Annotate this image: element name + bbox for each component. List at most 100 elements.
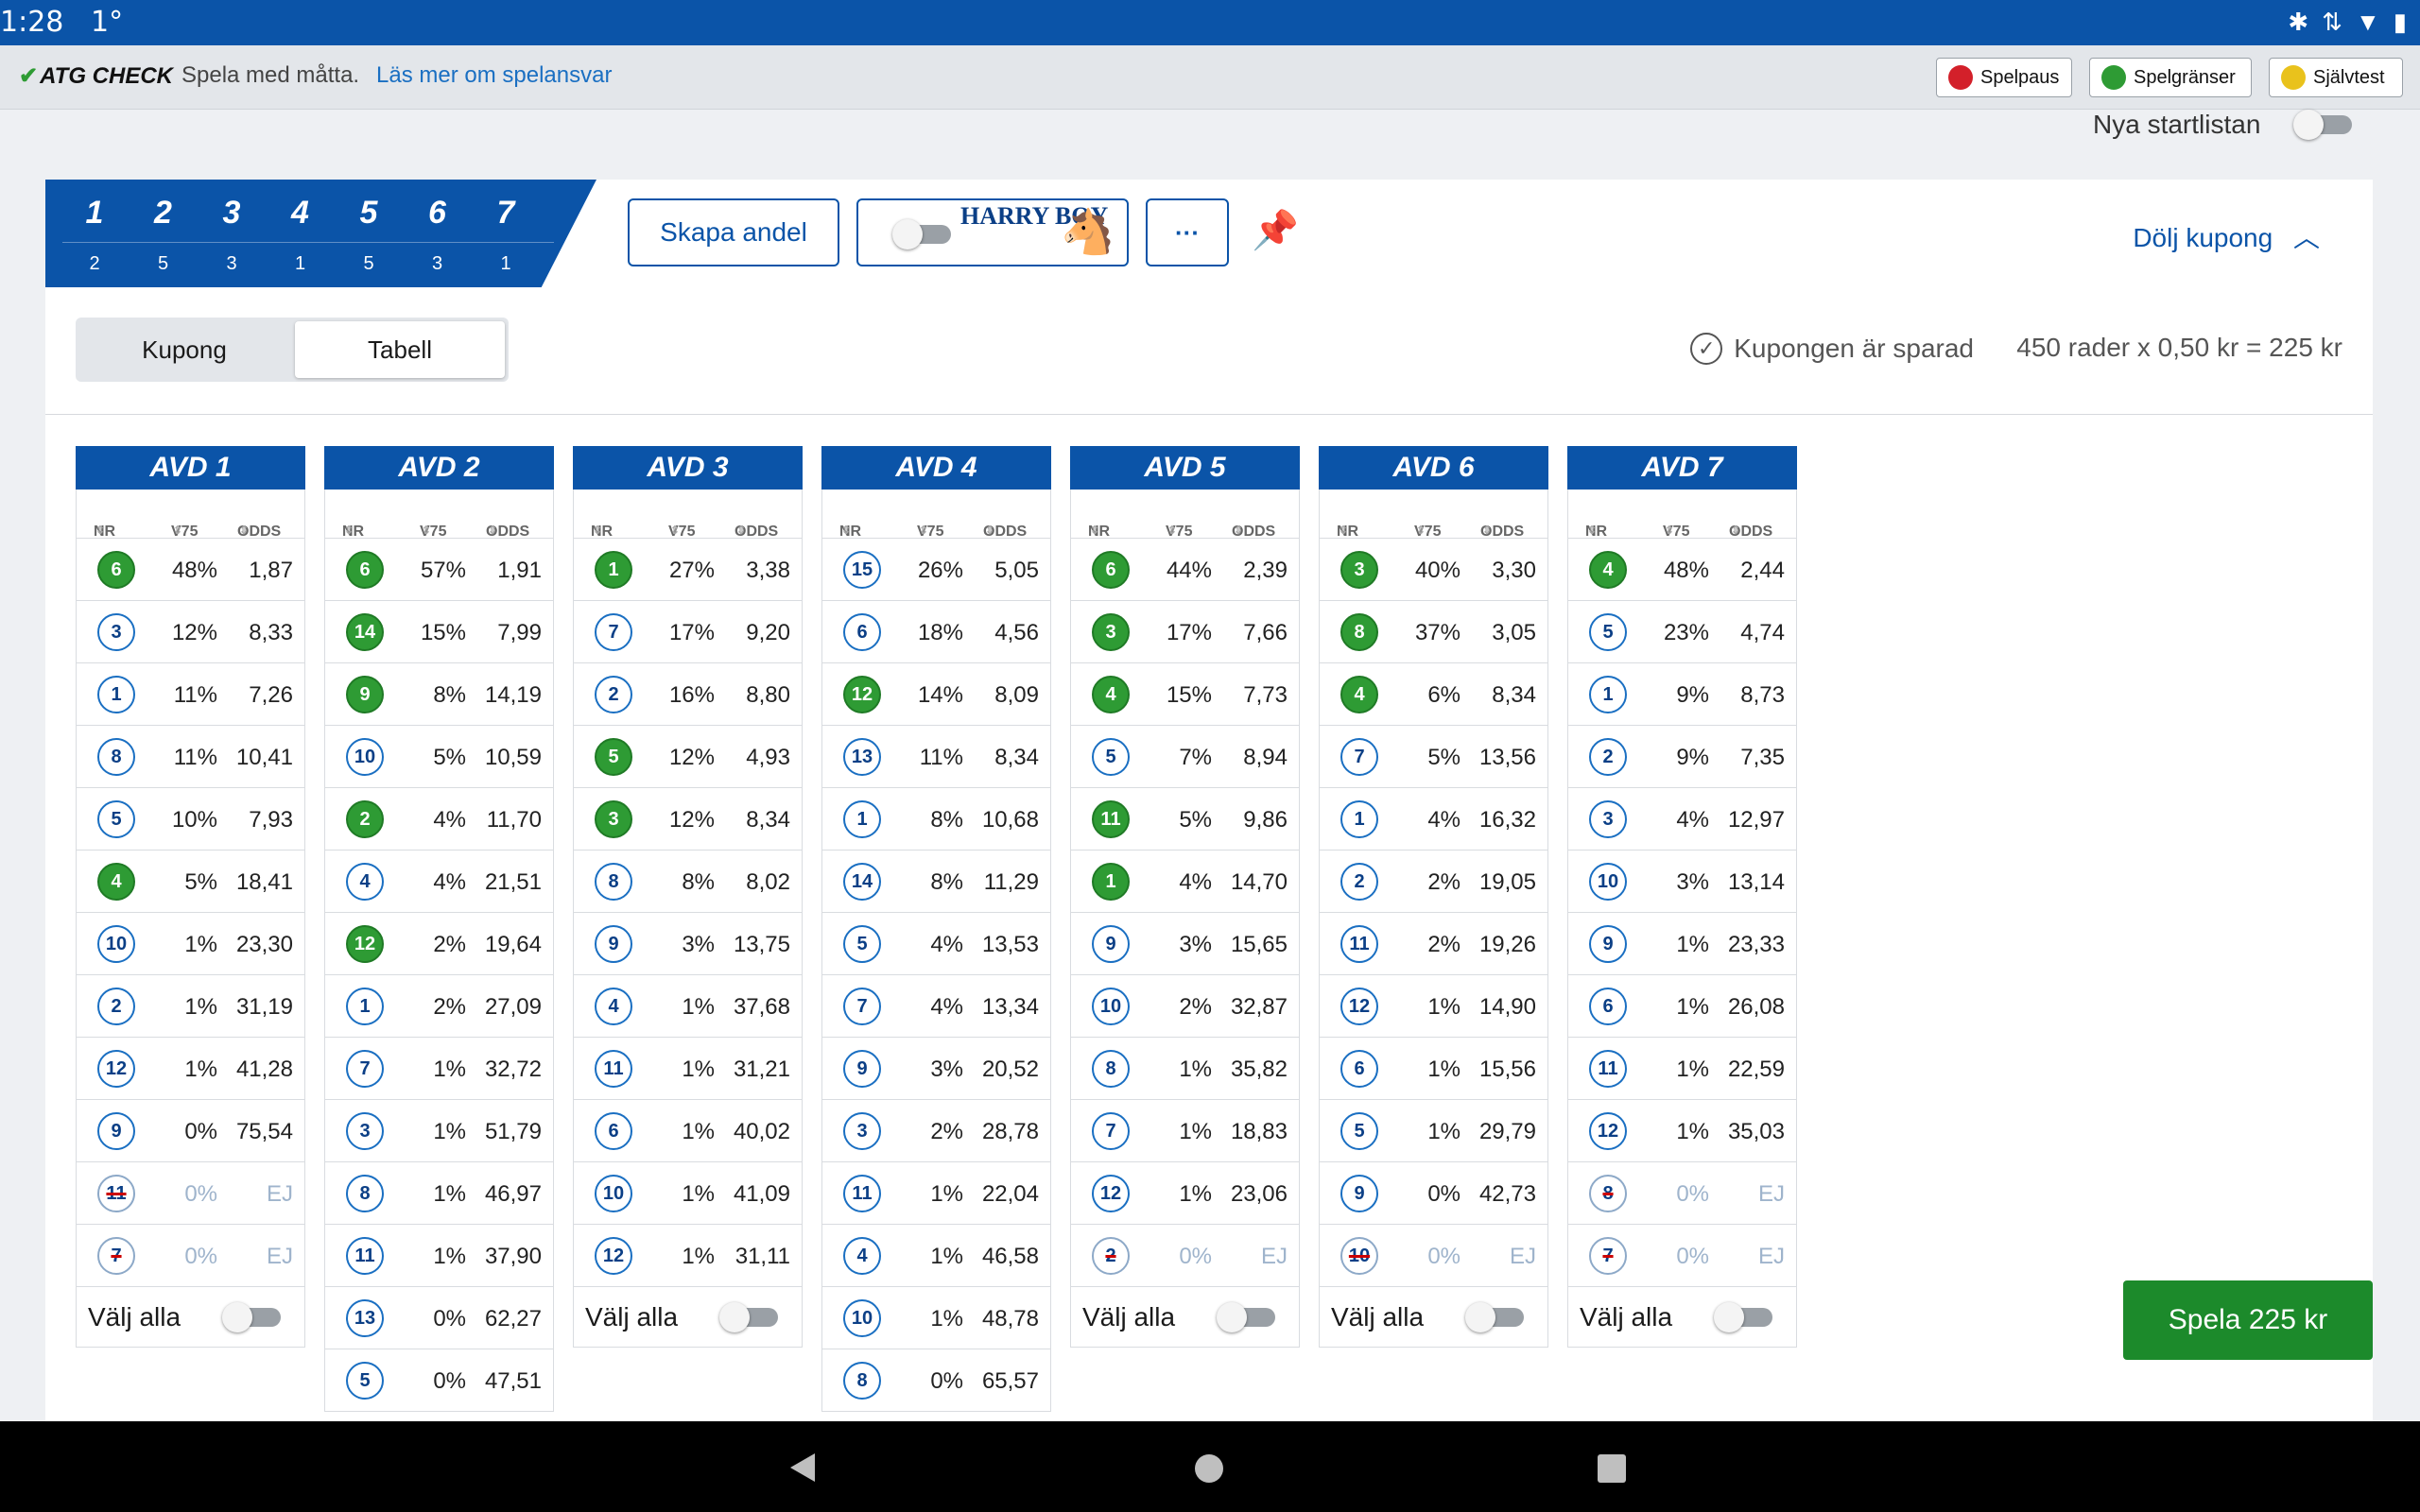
horse-row[interactable]: 12 2% 19,64 (324, 913, 554, 975)
horse-row[interactable]: 8 1% 35,82 (1070, 1038, 1300, 1100)
horse-number-badge[interactable]: 10 (1340, 1237, 1378, 1275)
horse-row[interactable]: 1 11% 7,26 (76, 663, 305, 726)
horse-number-badge[interactable]: 6 (97, 551, 135, 589)
horse-number-badge[interactable]: 8 (1340, 613, 1378, 651)
horse-number-badge[interactable]: 3 (1092, 613, 1130, 651)
race-tab-3[interactable]: 3 (222, 195, 241, 231)
horse-number-badge[interactable]: 8 (346, 1175, 384, 1212)
horse-number-badge[interactable]: 7 (595, 613, 632, 651)
horse-row[interactable]: 1 27% 3,38 (573, 539, 803, 601)
horse-row[interactable]: 12 1% 41,28 (76, 1038, 305, 1100)
horse-row[interactable]: 6 18% 4,56 (821, 601, 1051, 663)
select-all-toggle[interactable] (1714, 1302, 1774, 1332)
skapa-andel-button[interactable]: Skapa andel (628, 198, 839, 266)
horse-row[interactable]: 5 12% 4,93 (573, 726, 803, 788)
horse-number-badge[interactable]: 2 (97, 988, 135, 1025)
horse-number-badge[interactable]: 7 (843, 988, 881, 1025)
horse-number-badge[interactable]: 2 (1340, 863, 1378, 901)
horse-number-badge[interactable]: 1 (1092, 863, 1130, 901)
horse-number-badge[interactable]: 2 (1092, 1237, 1130, 1275)
play-button[interactable]: Spela 225 kr (2123, 1280, 2373, 1360)
horse-number-badge[interactable]: 6 (1092, 551, 1130, 589)
recent-apps-icon[interactable] (1598, 1454, 1626, 1483)
horse-row[interactable]: 8 0% EJ (1567, 1162, 1797, 1225)
horse-row[interactable]: 8 11% 10,41 (76, 726, 305, 788)
pin-icon[interactable]: 📌 (1252, 210, 1299, 251)
horse-row[interactable]: 1 9% 8,73 (1567, 663, 1797, 726)
horse-number-badge[interactable]: 10 (843, 1299, 881, 1337)
horse-row[interactable]: 1 4% 14,70 (1070, 850, 1300, 913)
horse-number-badge[interactable]: 5 (346, 1362, 384, 1400)
horse-row[interactable]: 10 3% 13,14 (1567, 850, 1797, 913)
horse-number-badge[interactable]: 11 (595, 1050, 632, 1088)
horse-number-badge[interactable]: 8 (843, 1362, 881, 1400)
horse-number-badge[interactable]: 12 (1092, 1175, 1130, 1212)
horse-number-badge[interactable]: 1 (1340, 800, 1378, 838)
horse-row[interactable]: 7 5% 13,56 (1319, 726, 1548, 788)
horse-row[interactable]: 4 1% 37,68 (573, 975, 803, 1038)
horse-number-badge[interactable]: 12 (1589, 1112, 1627, 1150)
horse-number-badge[interactable]: 1 (1589, 676, 1627, 713)
horse-number-badge[interactable]: 4 (1092, 676, 1130, 713)
select-all-toggle[interactable] (222, 1302, 283, 1332)
horse-number-badge[interactable]: 10 (1589, 863, 1627, 901)
horse-row[interactable]: 6 1% 26,08 (1567, 975, 1797, 1038)
horse-number-badge[interactable]: 6 (595, 1112, 632, 1150)
horse-number-badge[interactable]: 11 (346, 1237, 384, 1275)
horse-number-badge[interactable]: 6 (1340, 1050, 1378, 1088)
horse-row[interactable]: 3 1% 51,79 (324, 1100, 554, 1162)
horse-row[interactable]: 4 15% 7,73 (1070, 663, 1300, 726)
horse-number-badge[interactable]: 7 (1092, 1112, 1130, 1150)
horse-number-badge[interactable]: 2 (595, 676, 632, 713)
horse-row[interactable]: 1 8% 10,68 (821, 788, 1051, 850)
horse-row[interactable]: 9 1% 23,33 (1567, 913, 1797, 975)
horse-row[interactable]: 5 0% 47,51 (324, 1349, 554, 1412)
horse-number-badge[interactable]: 1 (843, 800, 881, 838)
horse-number-badge[interactable]: 5 (1340, 1112, 1378, 1150)
horse-number-badge[interactable]: 8 (595, 863, 632, 901)
horse-number-badge[interactable]: 4 (843, 1237, 881, 1275)
horse-number-badge[interactable]: 8 (1589, 1175, 1627, 1212)
horse-row[interactable]: 2 9% 7,35 (1567, 726, 1797, 788)
horse-number-badge[interactable]: 7 (1340, 738, 1378, 776)
horse-number-badge[interactable]: 9 (1092, 925, 1130, 963)
horse-row[interactable]: 12 1% 31,11 (573, 1225, 803, 1287)
horse-number-badge[interactable]: 15 (843, 551, 881, 589)
horse-number-badge[interactable]: 1 (346, 988, 384, 1025)
horse-number-badge[interactable]: 9 (97, 1112, 135, 1150)
horse-row[interactable]: 3 17% 7,66 (1070, 601, 1300, 663)
horse-row[interactable]: 12 1% 35,03 (1567, 1100, 1797, 1162)
horse-row[interactable]: 7 17% 9,20 (573, 601, 803, 663)
horse-row[interactable]: 14 15% 7,99 (324, 601, 554, 663)
horse-number-badge[interactable]: 1 (595, 551, 632, 589)
horse-number-badge[interactable]: 8 (1092, 1050, 1130, 1088)
horse-row[interactable]: 8 37% 3,05 (1319, 601, 1548, 663)
horse-number-badge[interactable]: 13 (346, 1299, 384, 1337)
horse-row[interactable]: 10 1% 48,78 (821, 1287, 1051, 1349)
horse-row[interactable]: 6 44% 2,39 (1070, 539, 1300, 601)
tab-kupong[interactable]: Kupong (142, 335, 227, 364)
horse-number-badge[interactable]: 3 (1589, 800, 1627, 838)
select-all-toggle[interactable] (1465, 1302, 1526, 1332)
horse-row[interactable]: 13 0% 62,27 (324, 1287, 554, 1349)
horse-number-badge[interactable]: 10 (97, 925, 135, 963)
horse-number-badge[interactable]: 9 (843, 1050, 881, 1088)
horse-number-badge[interactable]: 9 (595, 925, 632, 963)
horse-row[interactable]: 9 3% 20,52 (821, 1038, 1051, 1100)
horse-number-badge[interactable]: 9 (1589, 925, 1627, 963)
horse-number-badge[interactable]: 2 (346, 800, 384, 838)
horse-number-badge[interactable]: 5 (97, 800, 135, 838)
horse-row[interactable]: 10 2% 32,87 (1070, 975, 1300, 1038)
horse-row[interactable]: 4 4% 21,51 (324, 850, 554, 913)
horse-row[interactable]: 3 40% 3,30 (1319, 539, 1548, 601)
horse-number-badge[interactable]: 7 (97, 1237, 135, 1275)
race-tab-4[interactable]: 4 (291, 195, 309, 231)
horse-row[interactable]: 6 57% 1,91 (324, 539, 554, 601)
select-all-toggle[interactable] (1217, 1302, 1277, 1332)
harry-boy-toggle[interactable] (892, 219, 953, 249)
horse-row[interactable]: 8 1% 46,97 (324, 1162, 554, 1225)
horse-row[interactable]: 5 4% 13,53 (821, 913, 1051, 975)
horse-row[interactable]: 1 2% 27,09 (324, 975, 554, 1038)
horse-row[interactable]: 9 3% 13,75 (573, 913, 803, 975)
horse-number-badge[interactable]: 8 (97, 738, 135, 776)
